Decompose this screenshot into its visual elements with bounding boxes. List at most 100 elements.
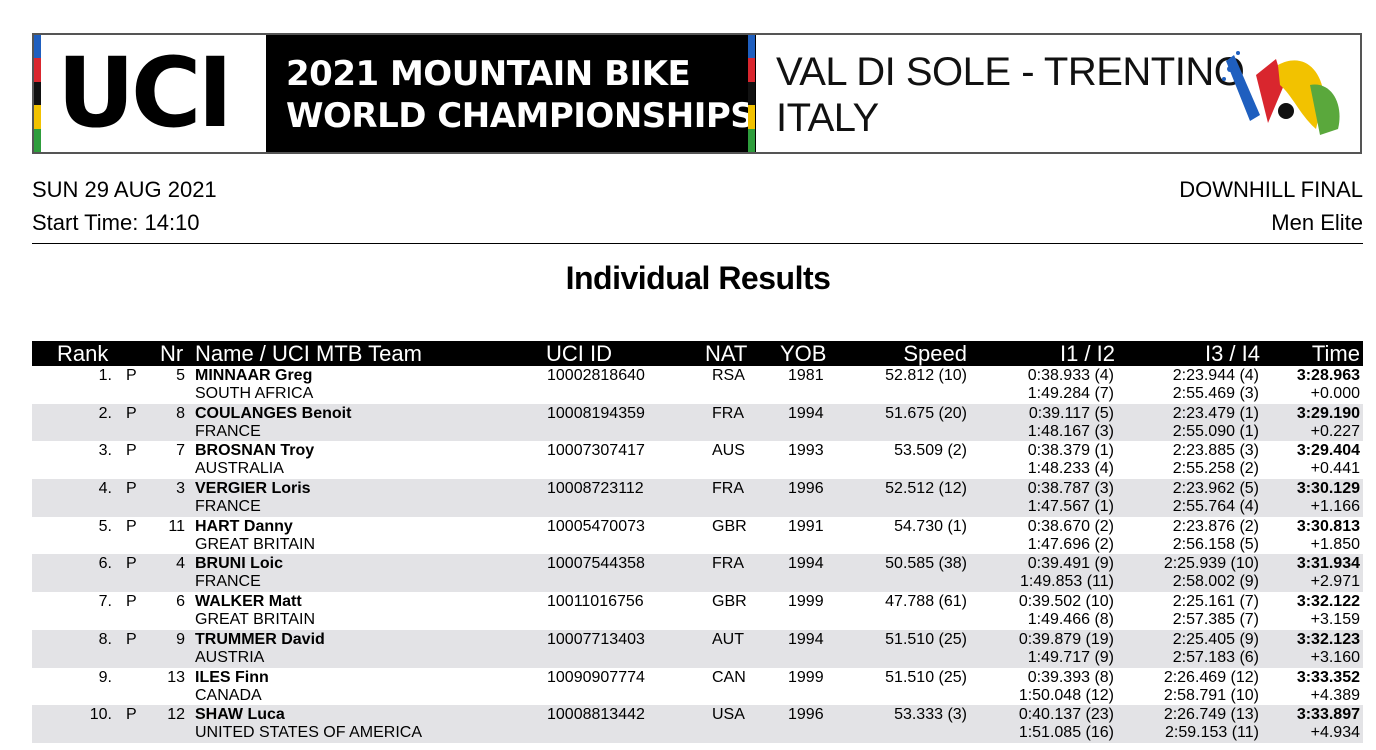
cell-nat: RSA <box>712 367 745 384</box>
cell-i2: 1:49.284 (7) <box>1027 385 1114 402</box>
cell-speed: 52.512 (12) <box>885 480 967 498</box>
cell-i1: 0:38.670 (2) <box>1027 517 1114 535</box>
cell-uci-id: 10005470073 <box>547 517 645 535</box>
event-category: Men Elite <box>1271 210 1363 235</box>
cell-flag: P <box>126 517 137 535</box>
cell-flag: P <box>126 442 137 460</box>
cell-flag: P <box>126 367 137 384</box>
cell-i3: 2:23.885 (3) <box>1172 442 1259 460</box>
header-banner: UCI 2021 MOUNTAIN BIKE WORLD CHAMPIONSHI… <box>32 33 1362 154</box>
cell-team: UNITED STATES OF AMERICA <box>195 724 422 742</box>
table-row: 5. P 11 HART Danny GREAT BRITAIN 1000547… <box>32 517 1363 555</box>
table-row: 4. P 3 VERGIER Loris FRANCE 10008723112 … <box>32 479 1363 517</box>
cell-speed: 53.333 (3) <box>894 706 967 724</box>
venue-name: VAL DI SOLE - TRENTINO ITALY <box>776 49 1245 141</box>
cell-gap: +1.166 <box>1310 498 1360 516</box>
cell-speed: 47.788 (61) <box>885 593 967 611</box>
cell-i2: 1:50.048 (12) <box>1018 686 1114 704</box>
cell-uci-id: 10007307417 <box>547 442 645 460</box>
col-header-speed: Speed <box>903 341 967 366</box>
cell-uci-id: 10008194359 <box>547 404 645 422</box>
table-row: 3. P 7 BROSNAN Troy AUSTRALIA 1000730741… <box>32 441 1363 479</box>
cell-rank: 3. <box>98 442 112 460</box>
col-header-uci-id: UCI ID <box>546 341 612 366</box>
cell-name: WALKER Matt <box>195 593 302 611</box>
cell-nat: FRA <box>712 480 744 498</box>
start-time: Start Time: 14:10 <box>32 210 200 235</box>
col-header-nr: Nr <box>160 341 184 366</box>
cell-i3: 2:25.161 (7) <box>1172 593 1259 611</box>
cell-rank: 7. <box>98 593 112 611</box>
cell-yob: 1999 <box>788 593 824 611</box>
event-name: DOWNHILL FINAL <box>1179 177 1363 202</box>
cell-gap: +0.000 <box>1310 385 1360 402</box>
table-row: 8. P 9 TRUMMER David AUSTRIA 10007713403… <box>32 629 1363 668</box>
cell-team: AUSTRALIA <box>195 460 284 478</box>
cell-i1: 0:39.879 (19) <box>1018 630 1114 648</box>
cell-name: TRUMMER David <box>195 630 325 648</box>
cell-i3: 2:23.944 (4) <box>1172 367 1259 384</box>
cell-time: 3:28.963 <box>1296 367 1360 384</box>
cell-gap: +3.160 <box>1310 648 1360 666</box>
col-header-name: Name / UCI MTB Team <box>195 341 422 366</box>
cell-i4: 2:55.469 (3) <box>1172 385 1259 402</box>
cell-nat: CAN <box>712 668 746 686</box>
cell-nat: USA <box>712 706 745 724</box>
cell-name: COULANGES Benoit <box>195 404 352 422</box>
cell-rank: 5. <box>98 517 112 535</box>
cell-nr: 8 <box>176 404 185 422</box>
cell-gap: +0.227 <box>1310 422 1360 440</box>
cell-name: BROSNAN Troy <box>195 442 315 460</box>
cell-rank: 2. <box>98 404 112 422</box>
table-row: 9. 13 ILES Finn CANADA 10090907774 CAN 1… <box>32 668 1363 706</box>
cell-i3: 2:23.479 (1) <box>1172 404 1259 422</box>
cell-time: 3:33.352 <box>1296 668 1360 686</box>
venue-line2: ITALY <box>776 96 879 140</box>
cell-i4: 2:55.258 (2) <box>1172 460 1259 478</box>
cell-name: ILES Finn <box>195 668 269 686</box>
cell-time: 3:30.813 <box>1296 517 1360 535</box>
cell-gap: +4.389 <box>1310 686 1360 704</box>
results-table-body: 1. P 5 MINNAAR Greg SOUTH AFRICA 1000281… <box>32 366 1363 743</box>
cell-time: 3:29.190 <box>1296 404 1360 422</box>
cell-i2: 1:49.853 (11) <box>1020 573 1114 591</box>
cell-team: FRANCE <box>195 498 261 516</box>
table-row: 10. P 12 SHAW Luca UNITED STATES OF AMER… <box>32 705 1363 743</box>
cell-i1: 0:39.502 (10) <box>1018 593 1114 611</box>
cell-speed: 50.585 (38) <box>885 555 967 573</box>
cell-nr: 6 <box>176 593 185 611</box>
cell-team: CANADA <box>195 686 262 704</box>
cell-i2: 1:47.567 (1) <box>1027 498 1114 516</box>
cell-nr: 5 <box>176 367 185 384</box>
cell-team: FRANCE <box>195 422 261 440</box>
championship-title-line2: WORLD CHAMPIONSHIPS <box>286 96 755 136</box>
cell-rank: 8. <box>98 630 112 648</box>
cell-yob: 1999 <box>788 668 824 686</box>
cell-nat: FRA <box>712 404 744 422</box>
cell-i3: 2:26.749 (13) <box>1163 706 1259 724</box>
cell-i1: 0:39.393 (8) <box>1027 668 1114 686</box>
col-header-i1i2: I1 / I2 <box>1059 341 1115 366</box>
cell-i2: 1:49.717 (9) <box>1027 648 1114 666</box>
cell-i1: 0:38.933 (4) <box>1027 367 1114 384</box>
cell-time: 3:29.404 <box>1296 442 1360 460</box>
cell-gap: +2.971 <box>1310 573 1360 591</box>
cell-speed: 52.812 (10) <box>885 367 967 384</box>
event-date: SUN 29 AUG 2021 <box>32 177 217 202</box>
val-di-sole-logo-icon <box>1222 51 1340 135</box>
cell-rank: 4. <box>98 480 112 498</box>
cell-nr: 7 <box>176 442 185 460</box>
table-row: 7. P 6 WALKER Matt GREAT BRITAIN 1001101… <box>32 592 1363 630</box>
cell-flag: P <box>126 480 137 498</box>
cell-team: GREAT BRITAIN <box>195 611 316 629</box>
cell-gap: +4.934 <box>1310 724 1360 742</box>
cell-yob: 1993 <box>788 442 824 460</box>
uci-logo: UCI <box>41 35 266 152</box>
cell-i4: 2:59.153 (11) <box>1165 724 1259 742</box>
cell-uci-id: 10002818640 <box>547 367 645 384</box>
cell-flag: P <box>126 404 137 422</box>
cell-i3: 2:23.962 (5) <box>1172 480 1259 498</box>
results-table-header: Rank Nr Name / UCI MTB Team UCI ID NAT Y… <box>32 341 1363 366</box>
cell-flag: P <box>126 630 137 648</box>
cell-name: SHAW Luca <box>195 706 285 724</box>
